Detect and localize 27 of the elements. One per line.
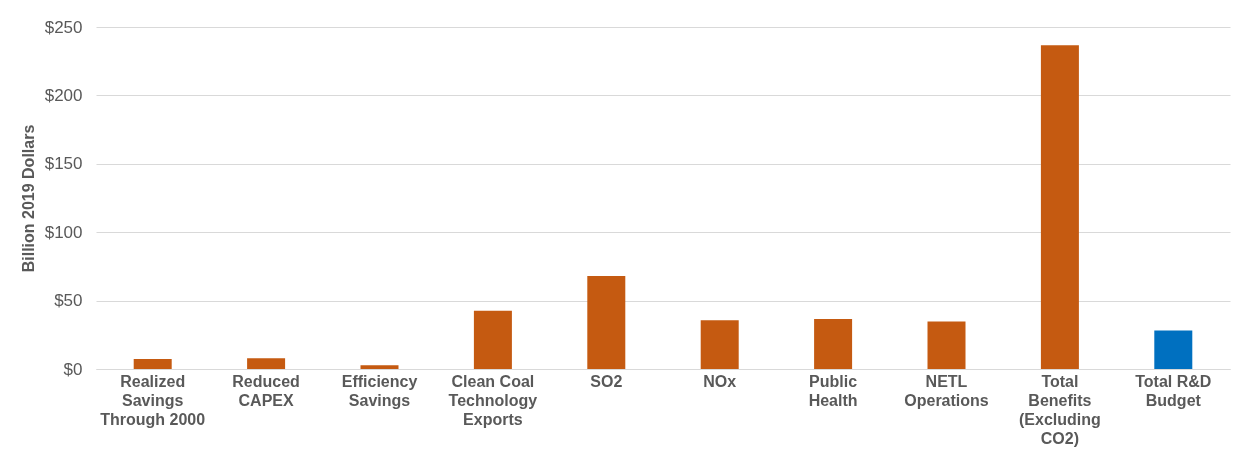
x-tick-label: Total R&D Budget xyxy=(1135,372,1212,409)
x-tick-label: NETL Operations xyxy=(904,372,989,409)
y-tick-label: $50 xyxy=(54,291,83,311)
bar xyxy=(473,310,512,369)
y-tick-label: $200 xyxy=(44,85,83,105)
x-tick-label: Efficiency Savings xyxy=(341,372,418,409)
x-tick-label: Total Benefits (Excluding CO2) xyxy=(1019,372,1101,447)
x-tick-label: Realized Savings Through 2000 xyxy=(100,372,206,428)
y-tick-label: $250 xyxy=(44,17,83,37)
bar xyxy=(1040,45,1079,369)
x-tick-label: NOx xyxy=(703,372,737,390)
bar xyxy=(927,321,966,369)
bar xyxy=(1154,330,1193,369)
x-tick-label: Clean Coal Technology Exports xyxy=(448,372,538,428)
bar xyxy=(700,320,739,369)
y-tick-label: $0 xyxy=(63,359,83,379)
bar xyxy=(133,358,172,369)
y-tick-label: $100 xyxy=(44,222,83,242)
bar xyxy=(814,318,853,369)
x-tick-label: Public Health xyxy=(808,372,858,409)
y-tick-label: $150 xyxy=(44,154,83,174)
x-tick-label: SO2 xyxy=(590,372,623,390)
x-tick-label: Reduced CAPEX xyxy=(232,372,300,409)
bar xyxy=(360,365,399,369)
y-axis-title: Billion 2019 Dollars xyxy=(19,124,37,273)
bar xyxy=(247,358,286,369)
bar xyxy=(587,275,626,369)
